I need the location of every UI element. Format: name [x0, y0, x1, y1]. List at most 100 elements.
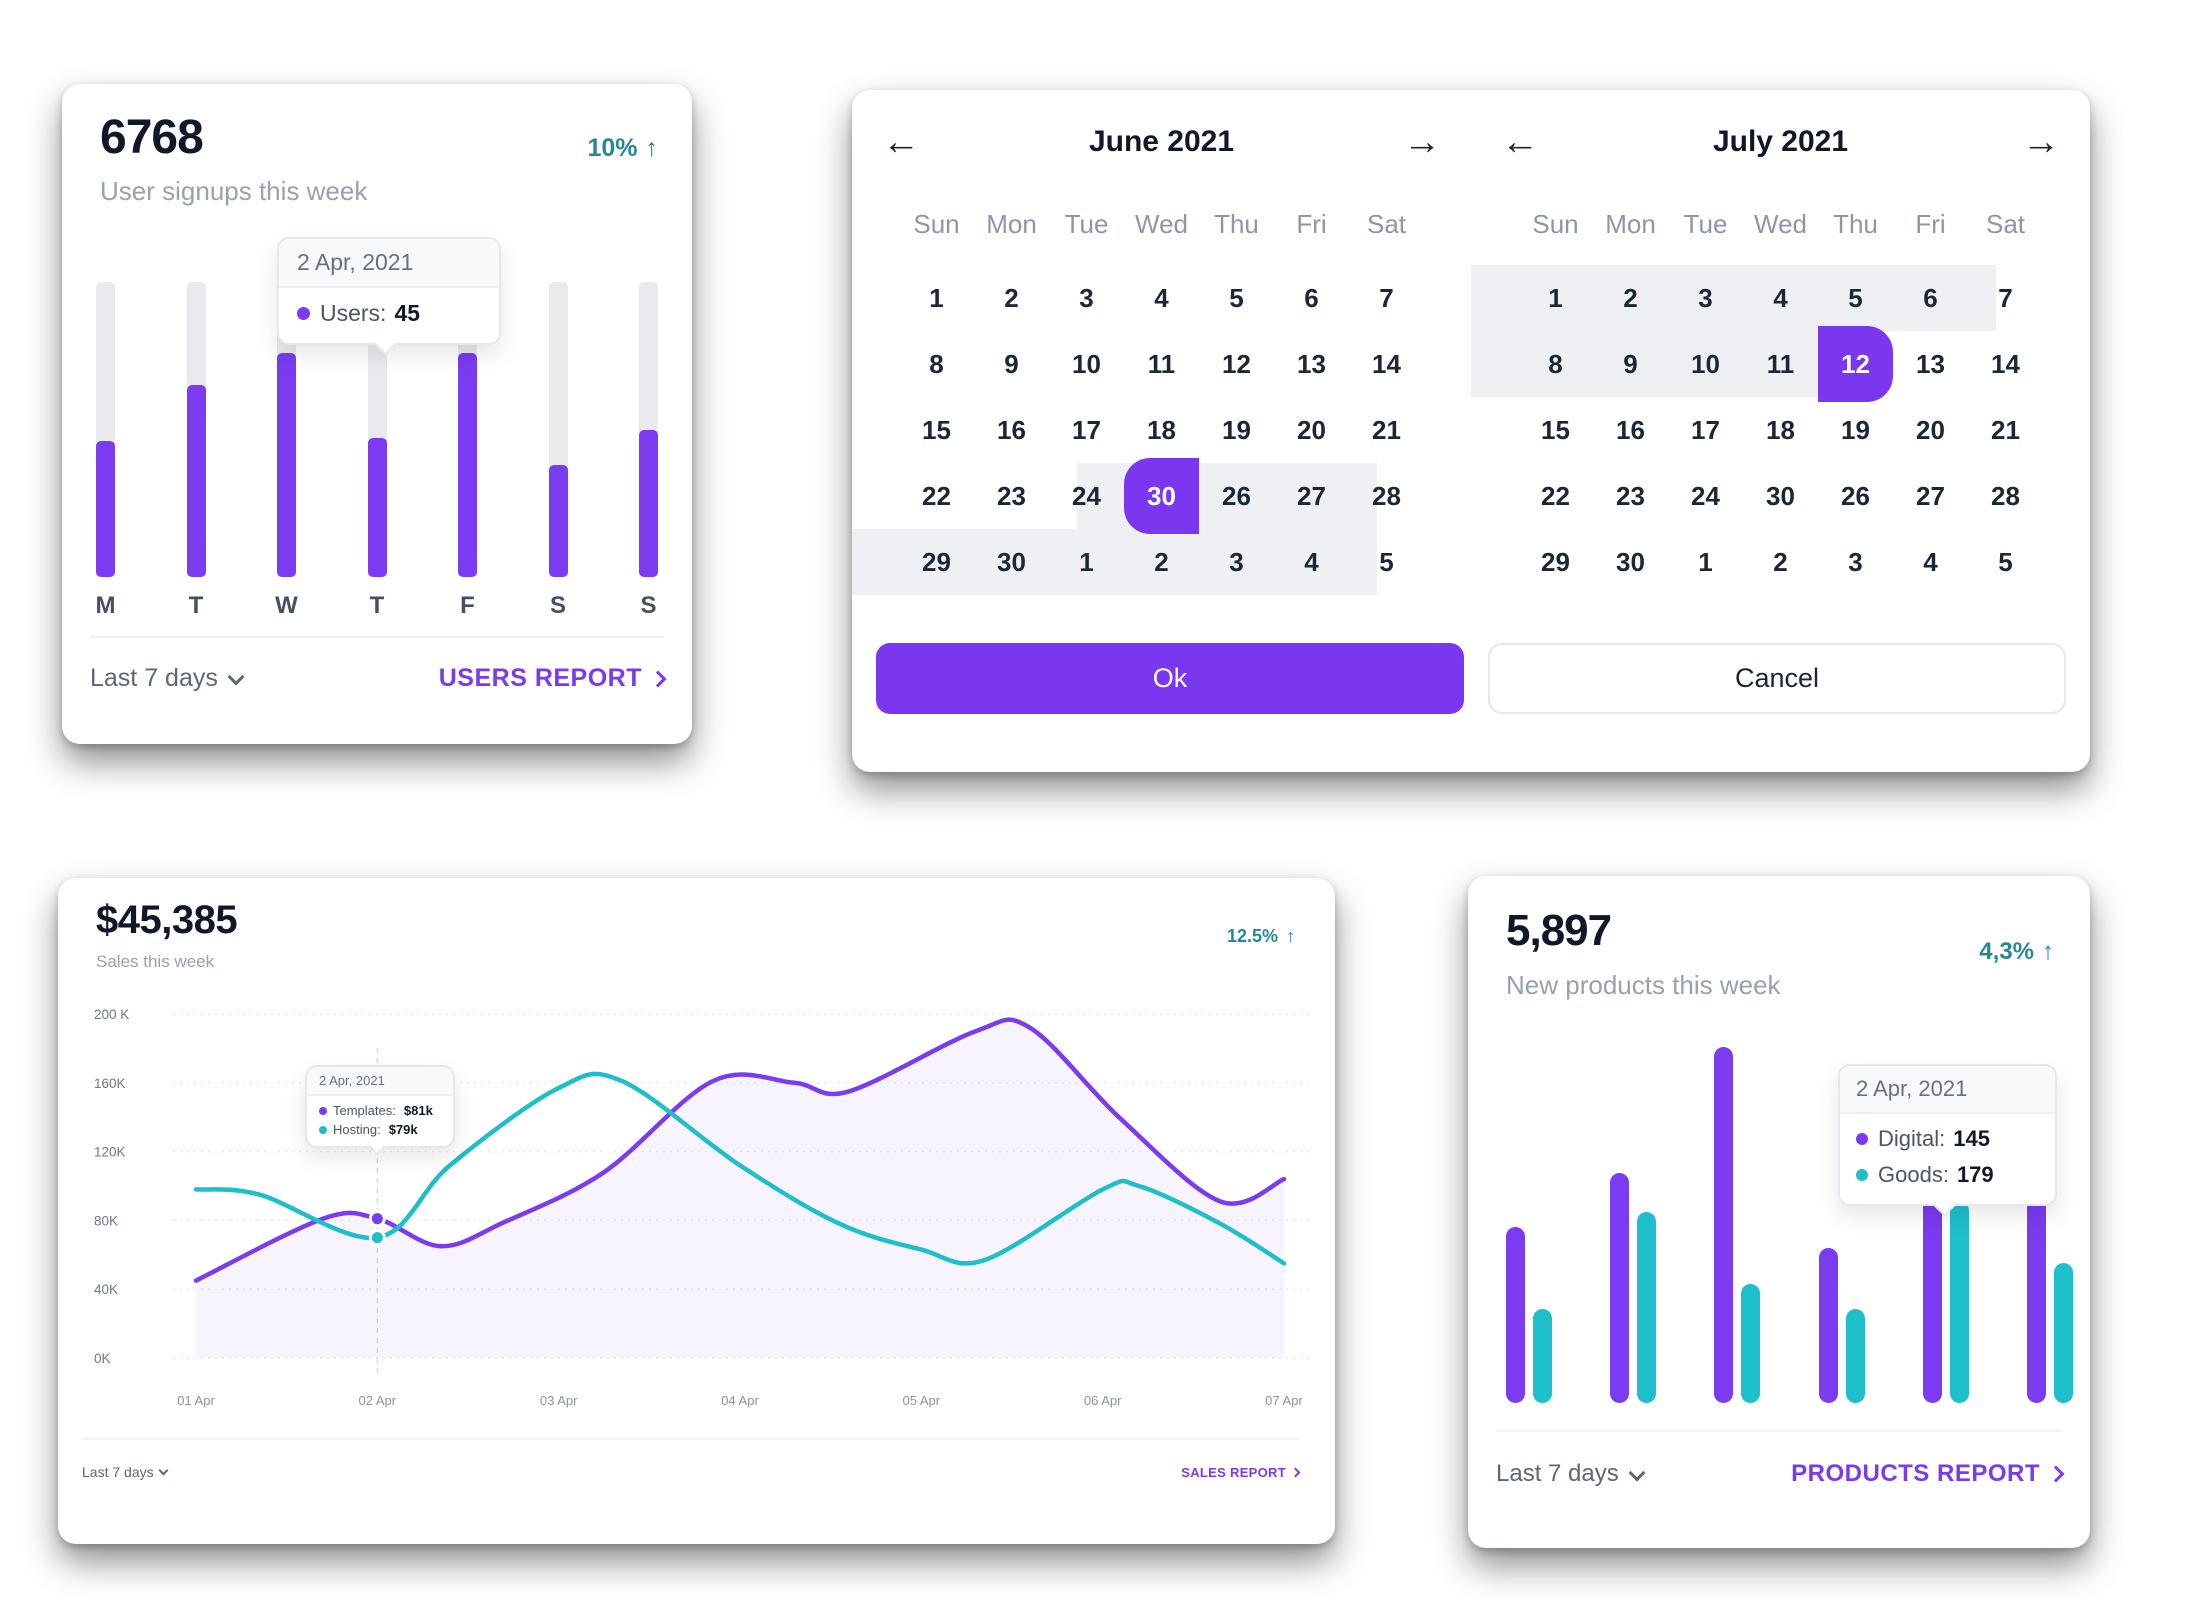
day-cell[interactable]: 2 — [1743, 529, 1818, 595]
day-cell[interactable]: 15 — [1518, 397, 1593, 463]
day-cell[interactable]: 29 — [899, 529, 974, 595]
prev-month-arrow-icon[interactable]: ← — [1501, 121, 1539, 163]
signup-bar[interactable] — [96, 441, 115, 577]
day-cell[interactable]: 19 — [1199, 397, 1274, 463]
range-selector[interactable]: Last 7 days — [90, 664, 245, 693]
day-cell[interactable]: 19 — [1818, 397, 1893, 463]
ok-button[interactable]: Ok — [876, 643, 1464, 714]
day-cell[interactable]: 10 — [1049, 331, 1124, 397]
goods-bar[interactable] — [2053, 1262, 2073, 1403]
next-month-arrow-icon[interactable]: → — [1403, 121, 1441, 163]
day-cell[interactable]: 12 — [1818, 326, 1893, 402]
day-cell[interactable]: 28 — [1349, 463, 1424, 529]
day-cell[interactable]: 2 — [1593, 265, 1668, 331]
day-cell[interactable]: 14 — [1968, 331, 2043, 397]
day-cell[interactable]: 16 — [974, 397, 1049, 463]
day-cell[interactable]: 26 — [1818, 463, 1893, 529]
day-cell[interactable]: 7 — [1968, 265, 2043, 331]
day-cell[interactable]: 21 — [1968, 397, 2043, 463]
day-cell[interactable]: 30 — [1743, 463, 1818, 529]
day-cell[interactable]: 1 — [1049, 529, 1124, 595]
day-cell[interactable]: 22 — [1518, 463, 1593, 529]
day-cell[interactable]: 3 — [1049, 265, 1124, 331]
day-cell[interactable]: 23 — [974, 463, 1049, 529]
day-cell[interactable]: 20 — [1893, 397, 1968, 463]
digital-bar[interactable] — [1506, 1226, 1525, 1403]
day-cell[interactable]: 3 — [1199, 529, 1274, 595]
users-report-link[interactable]: USERS REPORT — [439, 664, 667, 693]
day-cell[interactable]: 1 — [899, 265, 974, 331]
day-cell[interactable]: 5 — [1349, 529, 1424, 595]
day-cell[interactable]: 5 — [1199, 265, 1274, 331]
signup-bar[interactable] — [639, 429, 658, 577]
products-report-link[interactable]: PRODUCTS REPORT — [1791, 1460, 2065, 1488]
day-cell[interactable]: 8 — [899, 331, 974, 397]
range-selector[interactable]: Last 7 days — [1496, 1460, 1646, 1488]
day-cell[interactable]: 11 — [1743, 331, 1818, 397]
day-cell[interactable]: 6 — [1893, 265, 1968, 331]
day-cell[interactable]: 13 — [1893, 331, 1968, 397]
day-cell[interactable]: 4 — [1743, 265, 1818, 331]
day-cell[interactable]: 28 — [1968, 463, 2043, 529]
day-cell[interactable]: 5 — [1968, 529, 2043, 595]
day-cell[interactable]: 18 — [1743, 397, 1818, 463]
digital-bar[interactable] — [1818, 1248, 1838, 1403]
day-cell[interactable]: 11 — [1124, 331, 1199, 397]
signup-bar[interactable] — [548, 464, 568, 577]
day-cell[interactable]: 9 — [1593, 331, 1668, 397]
sales-report-link[interactable]: SALES REPORT — [1181, 1465, 1301, 1480]
next-month-arrow-icon[interactable]: → — [2021, 121, 2060, 163]
digital-bar[interactable] — [1610, 1172, 1630, 1403]
day-cell[interactable]: 27 — [1893, 463, 1968, 529]
day-cell[interactable]: 26 — [1199, 463, 1274, 529]
day-cell[interactable]: 30 — [1124, 458, 1199, 534]
day-cell[interactable]: 24 — [1049, 463, 1124, 529]
day-cell[interactable]: 30 — [974, 529, 1049, 595]
goods-bar[interactable] — [1637, 1212, 1657, 1403]
signup-bar[interactable] — [277, 352, 296, 577]
range-selector[interactable]: Last 7 days — [82, 1464, 169, 1480]
day-cell[interactable]: 23 — [1593, 463, 1668, 529]
day-cell[interactable]: 6 — [1274, 265, 1349, 331]
day-cell[interactable]: 20 — [1274, 397, 1349, 463]
day-cell[interactable]: 24 — [1668, 463, 1743, 529]
day-cell[interactable]: 16 — [1593, 397, 1668, 463]
day-cell[interactable]: 4 — [1124, 265, 1199, 331]
day-cell[interactable]: 30 — [1593, 529, 1668, 595]
day-cell[interactable]: 13 — [1274, 331, 1349, 397]
day-cell[interactable]: 2 — [974, 265, 1049, 331]
day-cell[interactable]: 7 — [1349, 265, 1424, 331]
day-cell[interactable]: 3 — [1668, 265, 1743, 331]
digital-bar[interactable] — [2026, 1194, 2046, 1403]
day-cell[interactable]: 5 — [1818, 265, 1893, 331]
digital-bar[interactable] — [1922, 1190, 1942, 1403]
day-cell[interactable]: 27 — [1274, 463, 1349, 529]
day-cell[interactable]: 4 — [1893, 529, 1968, 595]
day-cell[interactable]: 22 — [899, 463, 974, 529]
day-cell[interactable]: 21 — [1349, 397, 1424, 463]
signup-bar[interactable] — [186, 385, 206, 577]
signup-bar[interactable] — [458, 352, 477, 577]
day-cell[interactable]: 8 — [1518, 331, 1593, 397]
day-cell[interactable]: 14 — [1349, 331, 1424, 397]
day-cell[interactable]: 12 — [1199, 331, 1274, 397]
day-cell[interactable]: 29 — [1518, 529, 1593, 595]
day-cell[interactable]: 3 — [1818, 529, 1893, 595]
goods-bar[interactable] — [1741, 1284, 1761, 1403]
goods-bar[interactable] — [1533, 1309, 1552, 1403]
goods-bar[interactable] — [1949, 1201, 1969, 1403]
day-cell[interactable]: 10 — [1668, 331, 1743, 397]
day-cell[interactable]: 1 — [1668, 529, 1743, 595]
day-cell[interactable]: 18 — [1124, 397, 1199, 463]
day-cell[interactable]: 2 — [1124, 529, 1199, 595]
day-cell[interactable]: 17 — [1049, 397, 1124, 463]
prev-month-arrow-icon[interactable]: ← — [882, 121, 920, 163]
cancel-button[interactable]: Cancel — [1488, 643, 2066, 714]
day-cell[interactable]: 15 — [899, 397, 974, 463]
digital-bar[interactable] — [1714, 1046, 1734, 1403]
signup-bar[interactable] — [367, 438, 387, 577]
goods-bar[interactable] — [1845, 1309, 1865, 1403]
day-cell[interactable]: 17 — [1668, 397, 1743, 463]
day-cell[interactable]: 1 — [1518, 265, 1593, 331]
day-cell[interactable]: 4 — [1274, 529, 1349, 595]
